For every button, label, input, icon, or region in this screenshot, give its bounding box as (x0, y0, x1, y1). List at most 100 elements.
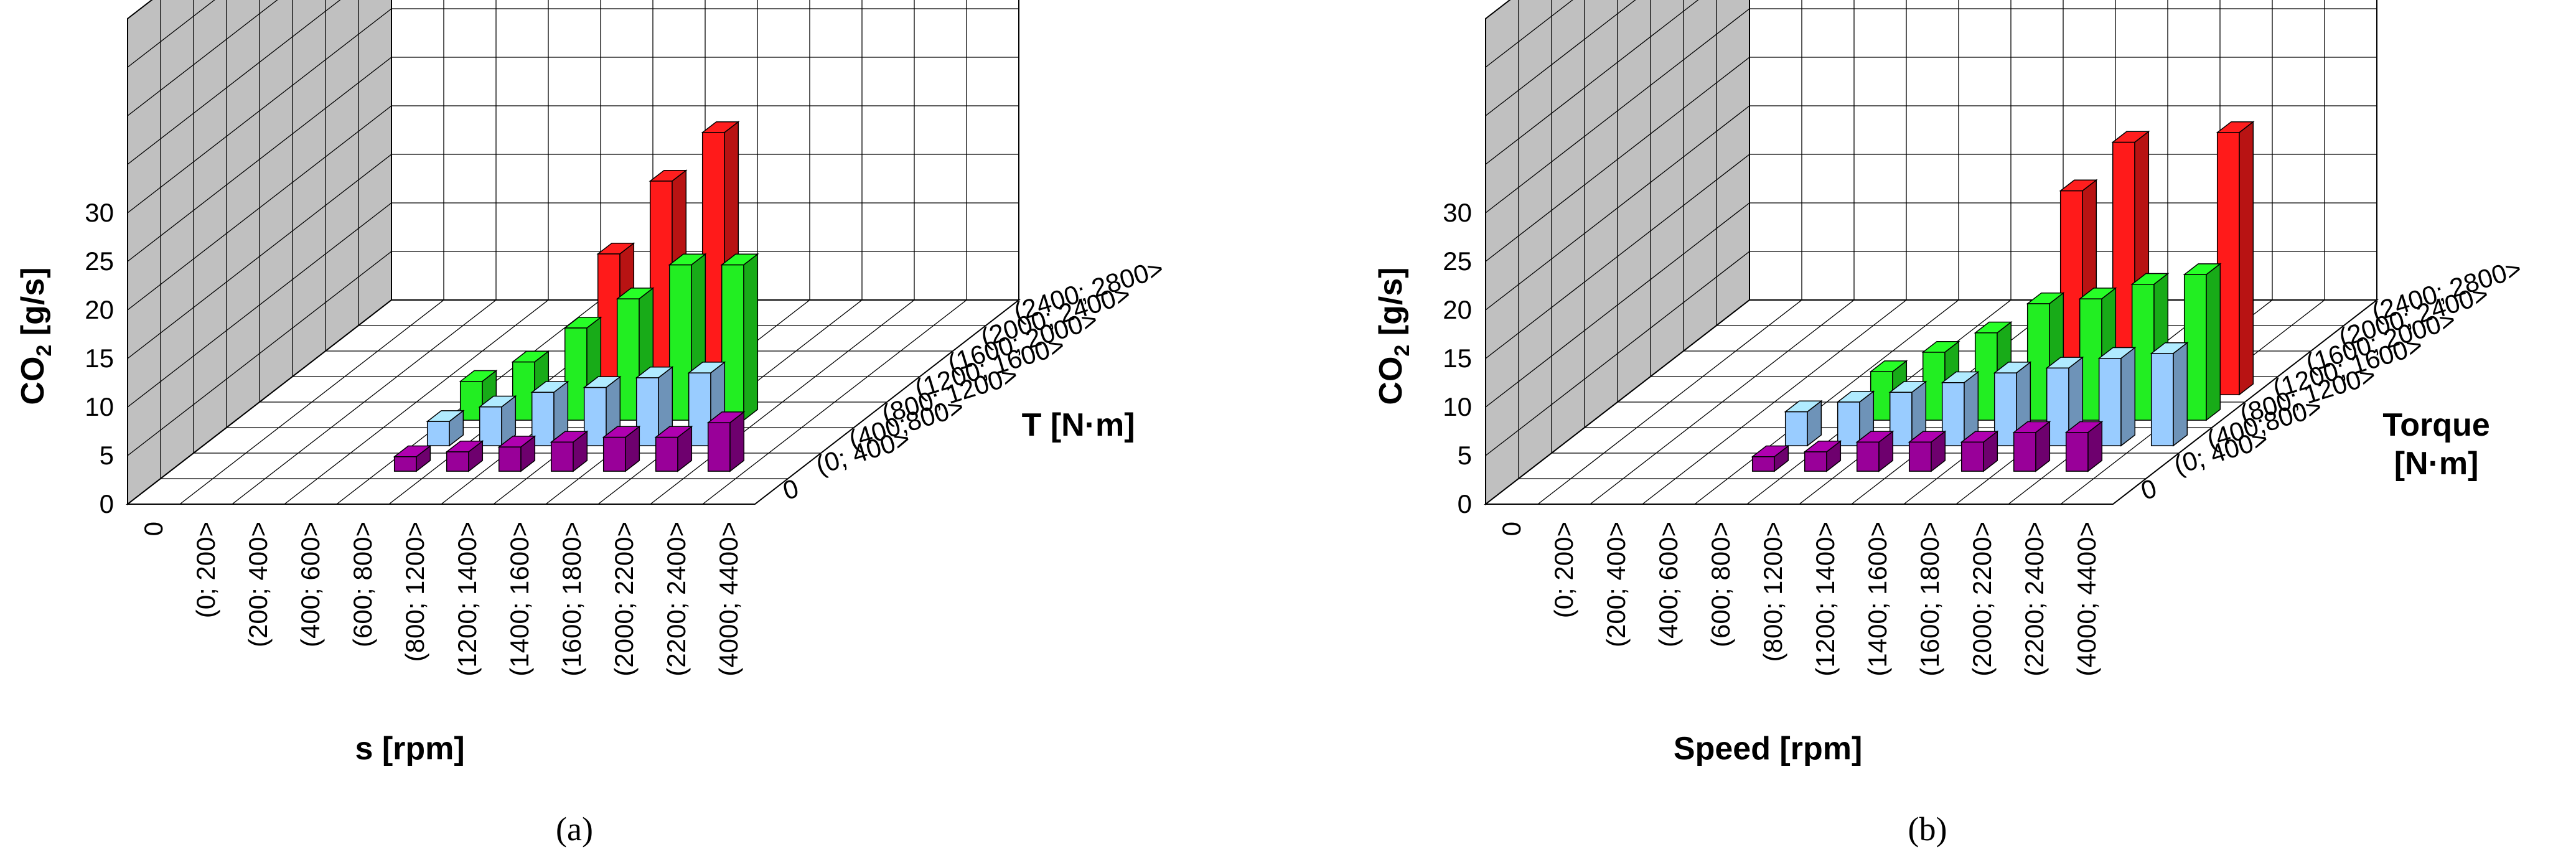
chart-panel-b: 0 5 10 15 20 25 30 CO2 [g/s] 0 (0; 200> (200; 400>… (1373, 0, 2525, 848)
x-tick-label: (0; 200> (1549, 522, 1578, 618)
bar-top (497, 436, 536, 448)
z-axis-title: CO2 [g/s] (1373, 267, 1414, 405)
bar-side (743, 253, 759, 421)
x-tick-label: (1400; 1600> (505, 522, 534, 677)
z-tick-label: 20 (1443, 295, 1472, 324)
bar-top (2078, 288, 2117, 299)
bar (720, 253, 759, 421)
z-tick-label: 20 (85, 295, 114, 324)
bar-top (720, 253, 759, 266)
bar-top (1888, 381, 1927, 393)
gridline (127, 0, 278, 116)
z-tick-label: 30 (85, 198, 114, 227)
gridline (1485, 19, 2113, 505)
x-axis-title: Speed [rpm] (1674, 731, 1862, 767)
z-tick-label: 0 (1458, 489, 1472, 518)
z-tick-label: 10 (1443, 392, 1472, 421)
x-tick-label: (1200; 1400> (1810, 522, 1840, 677)
x-tick-label: (1200; 1400> (452, 522, 482, 677)
bar-top (596, 242, 635, 255)
x-tick-label: (1400; 1600> (1863, 522, 1892, 677)
x-tick-label: (2000; 2200> (1967, 522, 1997, 677)
z-tick-label: 25 (1443, 246, 1472, 276)
bar-top (1855, 431, 1895, 443)
z-tick-label: 5 (100, 441, 114, 470)
z-tick-label: 25 (85, 246, 114, 276)
x-tick-label: (2000; 2200> (609, 522, 639, 677)
bar-top (1836, 390, 1875, 403)
gridline (358, 0, 986, 326)
gridline (1485, 202, 2377, 408)
x-tick-label: (4000; 4400> (714, 522, 743, 677)
bar-top (654, 426, 693, 438)
bar (706, 411, 746, 472)
x-tick-label: (600; 800> (348, 522, 377, 647)
bar (1784, 400, 1823, 447)
z-tick-label: 15 (85, 344, 114, 373)
x-tick-label: (4000; 4400> (2072, 522, 2101, 677)
bar (2216, 121, 2255, 396)
bar-top (687, 362, 726, 373)
bar-front (1856, 441, 1880, 472)
gridline (127, 8, 1019, 213)
bar-top (1908, 431, 1947, 443)
x-tick-label: 0 (139, 522, 168, 536)
bar-front (2065, 431, 2089, 472)
bar (550, 430, 589, 472)
x-tick-label: (800; 1200> (400, 522, 429, 662)
bar-front (1960, 441, 1984, 472)
bar-front (1908, 441, 1932, 472)
bar (1803, 440, 1842, 472)
gridline (1485, 0, 1699, 165)
z-tick-label: 5 (1458, 441, 1472, 470)
z-axis-title: CO2 [g/s] (15, 267, 56, 405)
bar-side (2173, 342, 2188, 447)
x-tick-label: (800; 1200> (1758, 522, 1787, 662)
gridline (1485, 105, 2377, 311)
bar-top (2064, 421, 2104, 433)
gridline (1485, 251, 2377, 456)
gridline (1485, 57, 2377, 262)
bar-top (649, 169, 688, 182)
bar (2150, 342, 2189, 447)
bar (1888, 380, 1927, 447)
bar-top (2111, 131, 2150, 143)
z-tick-label: 0 (100, 489, 114, 518)
x-tick-label: (400; 600> (296, 522, 325, 647)
bar (654, 425, 693, 472)
bar-front (1804, 451, 1827, 472)
bar-front (2013, 431, 2036, 472)
x-tick-label: (200; 400> (1601, 522, 1631, 647)
y-axis-title: [N·m] (2394, 446, 2479, 482)
bar-top (2012, 421, 2051, 433)
bar-top (706, 411, 746, 423)
z-tick-label: 10 (85, 392, 114, 421)
bar-front (2150, 353, 2174, 446)
bar (445, 440, 484, 472)
bar (2064, 420, 2104, 472)
gridline (391, 0, 1019, 301)
bar (1960, 430, 1999, 472)
bar-top (2026, 292, 2065, 304)
bar-top (2216, 121, 2255, 133)
bar-top (602, 426, 641, 438)
bar (1908, 430, 1947, 472)
bar-top (1974, 321, 2013, 334)
bar-front (498, 446, 522, 472)
bar-top (2045, 357, 2084, 369)
bar-top (393, 445, 432, 457)
bar-front (426, 421, 450, 446)
bar-top (616, 288, 655, 299)
bar (1751, 444, 1790, 472)
bar (2183, 263, 2222, 421)
bar-top (1921, 340, 1960, 353)
bar-top (2059, 179, 2098, 192)
x-tick-label: (400; 600> (1654, 522, 1683, 647)
bar-front (1784, 411, 1808, 446)
x-tick-label: (1600; 1800> (1915, 522, 1944, 677)
bar (478, 395, 517, 447)
bar-top (530, 381, 569, 393)
bar (530, 380, 569, 447)
gridline (127, 202, 1019, 408)
x-tick-label: (1600; 1800> (557, 522, 586, 677)
